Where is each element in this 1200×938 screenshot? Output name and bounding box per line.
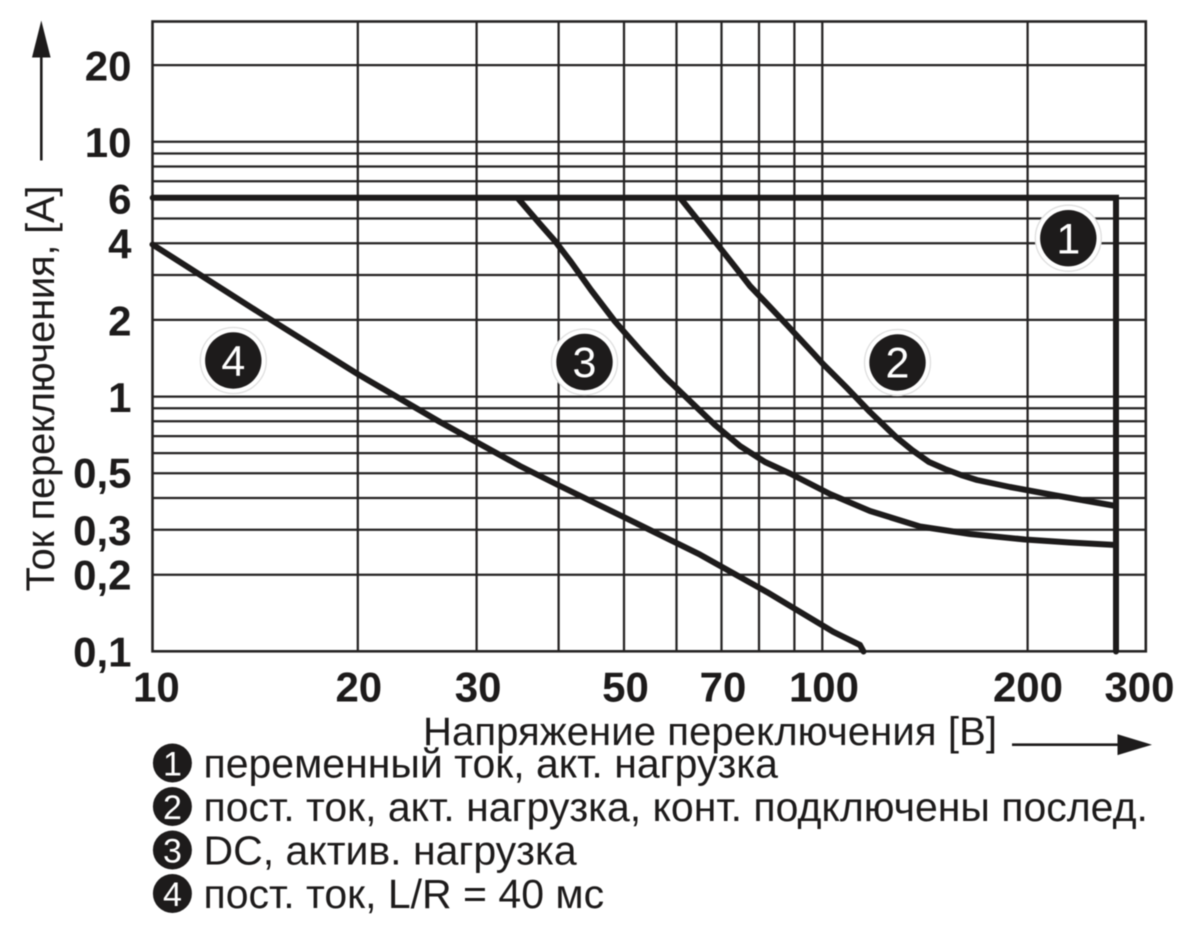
svg-text:DC, актив. нагрузка: DC, актив. нагрузка [204, 828, 577, 874]
svg-text:2: 2 [886, 340, 910, 388]
svg-text:4: 4 [221, 338, 245, 386]
svg-text:10: 10 [133, 664, 180, 711]
svg-text:1: 1 [108, 374, 131, 421]
svg-text:300: 300 [1104, 664, 1174, 711]
svg-text:200: 200 [993, 664, 1063, 711]
svg-text:3: 3 [163, 833, 182, 871]
svg-text:1: 1 [1056, 215, 1080, 263]
svg-text:4: 4 [163, 876, 182, 914]
svg-text:Напряжение переключения [В]: Напряжение переключения [В] [423, 710, 997, 754]
svg-text:4: 4 [108, 221, 132, 268]
svg-text:пост. ток, L/R = 40 мс: пост. ток, L/R = 40 мс [204, 871, 605, 917]
svg-text:2: 2 [108, 298, 131, 345]
svg-text:50: 50 [602, 664, 649, 711]
svg-text:20: 20 [85, 43, 132, 90]
svg-text:100: 100 [789, 664, 859, 711]
svg-text:2: 2 [163, 789, 182, 827]
svg-text:10: 10 [85, 119, 132, 166]
svg-text:0,5: 0,5 [73, 450, 131, 497]
svg-text:0,3: 0,3 [73, 507, 131, 554]
svg-text:3: 3 [573, 339, 597, 387]
svg-text:70: 70 [700, 664, 747, 711]
svg-text:6: 6 [108, 175, 131, 222]
svg-text:0,2: 0,2 [73, 552, 131, 599]
svg-text:0,1: 0,1 [73, 629, 131, 676]
svg-text:1: 1 [163, 746, 182, 784]
svg-text:Ток переключения, [А]: Ток переключения, [А] [19, 186, 63, 592]
svg-text:переменный ток, акт. нагрузка: переменный ток, акт. нагрузка [204, 741, 779, 787]
svg-text:пост. ток, акт. нагрузка, конт: пост. ток, акт. нагрузка, конт. подключе… [204, 784, 1148, 830]
svg-text:20: 20 [335, 664, 382, 711]
svg-text:30: 30 [455, 664, 502, 711]
